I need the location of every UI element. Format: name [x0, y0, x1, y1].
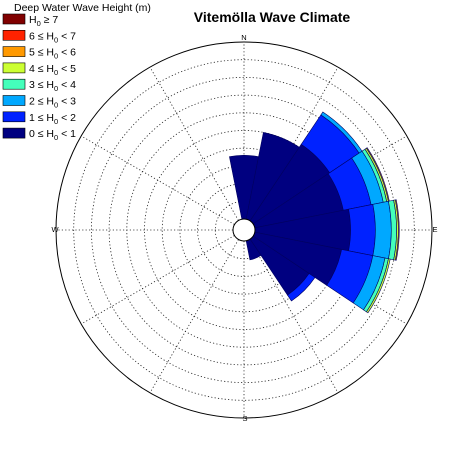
legend-entry: 4 ≤ H0 < 5: [29, 63, 76, 77]
legend-entry: 6 ≤ H0 < 7: [29, 30, 76, 44]
compass-label-north: N: [241, 33, 246, 42]
legend-swatch: [2, 127, 26, 139]
legend-entry: 3 ≤ H0 < 4: [29, 79, 76, 93]
rose-center-hole: [232, 218, 256, 242]
chart-title: Vitemölla Wave Climate: [194, 9, 351, 25]
legend-swatch: [2, 111, 26, 123]
grid-spoke: [149, 66, 239, 221]
legend-swatch: [2, 46, 26, 57]
legend-swatch: [2, 62, 26, 74]
grid-spoke: [149, 239, 239, 394]
rose-sector-bin: [372, 200, 392, 260]
legend-entry: H0 ≥ 7: [29, 14, 58, 28]
legend: Deep Water Wave Height (m) H0 ≥ 7 6 ≤ H0 …: [2, 2, 151, 142]
legend-entry: 1 ≤ H0 < 2: [29, 112, 76, 126]
grid-spoke: [80, 135, 235, 225]
grid-spoke: [80, 235, 235, 325]
legend-swatch: [2, 78, 26, 90]
compass-label-south: S: [242, 414, 247, 423]
legend-swatch: [2, 95, 26, 106]
rose-sector-bin: [395, 199, 400, 261]
legend-title: Deep Water Wave Height (m): [14, 2, 151, 14]
legend-entry: 0 ≤ H0 < 1: [29, 128, 76, 142]
legend-entry: 2 ≤ H0 < 3: [29, 96, 76, 110]
rose-sectors: [229, 111, 400, 314]
legend-entry: 5 ≤ H0 < 6: [29, 47, 76, 61]
rose-sector-bin: [287, 273, 316, 302]
legend-swatch: [2, 29, 26, 41]
rose-sector-bin: [348, 204, 376, 256]
legend-swatch: [2, 13, 26, 25]
compass-label-west: W: [51, 225, 59, 234]
compass-label-east: E: [432, 225, 437, 234]
grid-spoke: [249, 239, 339, 394]
rose-sector-bin: [366, 258, 391, 314]
grid-ring: [73, 59, 415, 401]
